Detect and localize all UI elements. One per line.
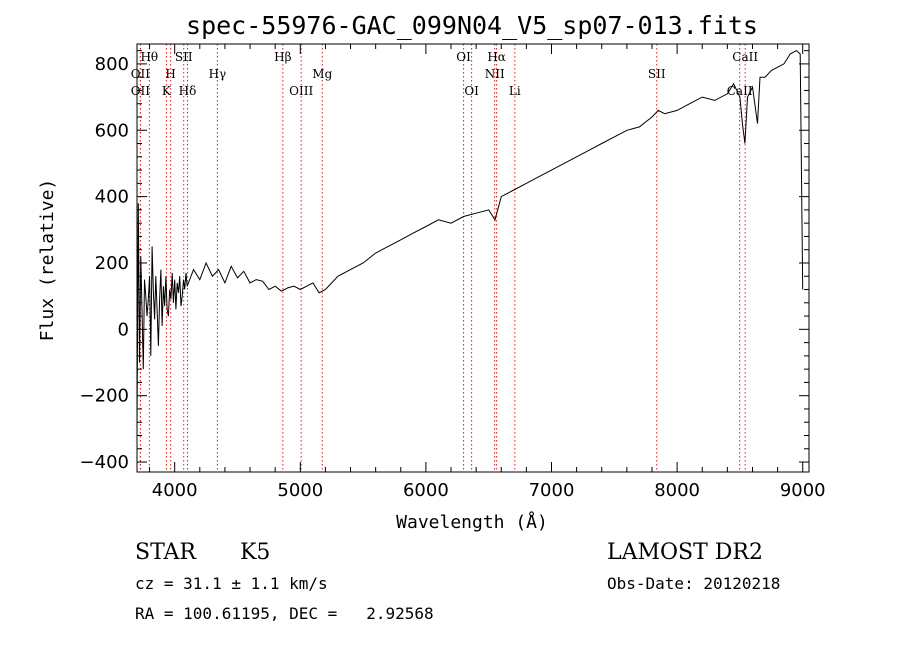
y-tick-label: 600 — [95, 120, 129, 141]
y-tick-label: 800 — [95, 54, 129, 75]
spectral-line-label: OI — [464, 84, 479, 98]
x-tick-label: 8000 — [654, 480, 700, 501]
spectral-line-markers — [139, 44, 746, 472]
spectral-line-label: CaII — [732, 50, 758, 64]
spectral-line-label: CaII — [727, 84, 753, 98]
y-tick-label: 0 — [118, 319, 129, 340]
obs-date-text: Obs-Date: 20120218 — [607, 574, 781, 593]
y-axis-label: Flux (relative) — [37, 179, 58, 342]
spectral-line-label: SII — [648, 67, 666, 81]
spectral-line-label: OI — [456, 50, 471, 64]
y-axis-ticks: −400 −200 0 200 400 600 800 — [80, 50, 809, 473]
x-tick-label: 9000 — [780, 480, 826, 501]
spectral-line-label: Li — [509, 84, 521, 98]
spectral-line-label: Hβ — [274, 50, 291, 64]
object-subclass: K5 — [240, 540, 271, 565]
y-tick-label: −400 — [80, 452, 129, 473]
redshift-text: cz = 31.1 ± 1.1 km/s — [135, 574, 328, 593]
survey-name: LAMOST DR2 — [607, 540, 763, 565]
spectral-line-label: Hδ — [179, 84, 197, 98]
x-axis-ticks: 4000 5000 6000 7000 8000 9000 — [149, 44, 826, 501]
spectral-line-label: Hα — [487, 50, 506, 64]
x-tick-label: 5000 — [277, 480, 323, 501]
y-tick-label: 200 — [95, 253, 129, 274]
spectral-line-label: OII — [131, 67, 151, 81]
spectral-line-label: SII — [175, 50, 193, 64]
spectral-line-label: OII — [131, 84, 151, 98]
spectral-line-label: Mg — [312, 67, 332, 81]
spectrum-line — [136, 49, 804, 429]
x-tick-label: 6000 — [403, 480, 449, 501]
spectral-line-label: Hθ — [140, 50, 158, 64]
spectral-line-label: K — [162, 84, 172, 98]
ra-dec-text: RA = 100.61195, DEC = 2.92568 — [135, 604, 434, 623]
x-tick-label: 7000 — [529, 480, 575, 501]
object-class: STAR — [135, 540, 196, 565]
spectral-line-label: Hγ — [209, 67, 227, 81]
spectral-line-label: NII — [485, 67, 505, 81]
x-axis-label: Wavelength (Å) — [396, 511, 548, 533]
spectral-line-label: H — [165, 67, 175, 81]
y-tick-label: 400 — [95, 187, 129, 208]
x-tick-label: 4000 — [152, 480, 198, 501]
spectral-line-label: OIII — [289, 84, 313, 98]
chart-title: spec-55976-GAC_099N04_V5_sp07-013.fits — [186, 11, 758, 40]
y-tick-label: −200 — [80, 386, 129, 407]
plot-frame — [136, 43, 810, 473]
